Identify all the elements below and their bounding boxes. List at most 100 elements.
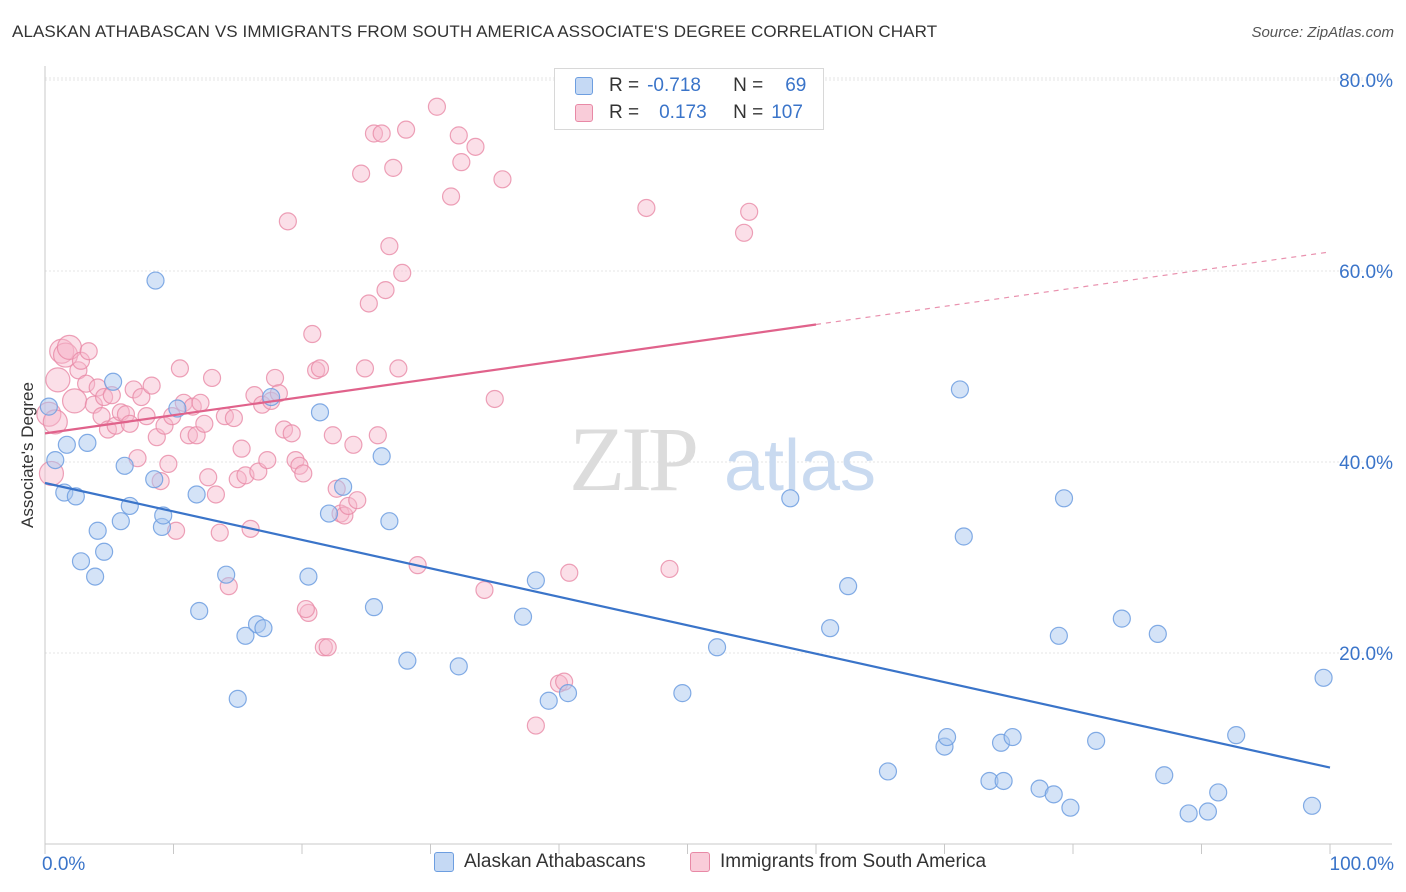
data-point-pink	[77, 374, 96, 393]
source-label: Source: ZipAtlas.com	[1251, 24, 1394, 41]
data-point-pink	[49, 338, 75, 364]
data-point-blue	[217, 565, 236, 584]
data-point-blue	[95, 542, 114, 561]
data-point-blue	[781, 489, 800, 508]
data-point-pink	[318, 638, 337, 657]
legend-row-blue: R = -0.718 N = 69	[575, 74, 806, 98]
data-point-blue	[364, 598, 384, 617]
data-point-pink	[120, 414, 139, 433]
data-point-pink	[206, 485, 226, 504]
data-point-pink	[202, 368, 222, 388]
legend-swatch-blue	[434, 852, 454, 872]
data-point-pink	[106, 416, 125, 435]
data-point-blue	[1198, 802, 1218, 821]
tick-labels: 20.0% 40.0% 60.0% 80.0% 0.0% 100.0%	[42, 71, 1394, 875]
data-point-pink	[734, 223, 754, 242]
legend-series-name: Immigrants from South America	[720, 851, 987, 872]
watermark-atlas: atlas	[724, 426, 876, 506]
data-point-blue	[236, 626, 255, 645]
data-point-blue	[1148, 624, 1167, 644]
data-point-blue	[994, 771, 1013, 791]
legend-r-label: R =	[609, 75, 640, 96]
y-tick-label: 40.0%	[1339, 453, 1393, 474]
data-point-pink	[61, 388, 88, 414]
y-tick-label: 80.0%	[1339, 71, 1393, 92]
data-point-blue	[228, 689, 247, 708]
data-point-blue	[937, 727, 957, 747]
data-point-pink	[310, 359, 330, 378]
data-point-pink	[376, 281, 395, 300]
data-point-blue	[334, 477, 353, 496]
data-point-blue	[1209, 783, 1228, 802]
data-point-pink	[364, 124, 384, 143]
legend-r-label: R =	[609, 102, 640, 123]
data-point-pink	[475, 580, 494, 600]
legend-row-pink: R = 0.173 N = 107	[575, 101, 803, 125]
data-point-pink	[449, 126, 468, 145]
data-point-blue	[86, 567, 105, 586]
data-point-pink	[396, 120, 416, 139]
data-point-pink	[137, 407, 156, 426]
data-point-pink	[452, 153, 471, 172]
correlation-legend: R = -0.718 N = 69 R = 0.173 N = 107	[554, 68, 824, 130]
data-point-blue	[115, 456, 134, 475]
y-tick-label: 20.0%	[1339, 644, 1393, 665]
data-point-pink	[493, 170, 512, 189]
data-point-pink	[427, 97, 447, 116]
data-point-pink	[296, 599, 315, 619]
data-point-pink	[210, 523, 229, 542]
data-point-blue	[1061, 798, 1080, 817]
data-point-pink	[355, 359, 375, 378]
data-point-blue	[146, 271, 165, 290]
watermark: ZIP atlas	[569, 408, 876, 510]
trend-line-blue	[44, 481, 1331, 769]
data-point-blue	[57, 435, 76, 454]
x-tick-label: 100.0%	[1330, 854, 1395, 875]
data-point-pink	[265, 368, 285, 388]
data-point-blue	[78, 433, 97, 452]
data-point-blue	[1054, 489, 1074, 508]
data-point-blue	[878, 762, 898, 781]
data-point-pink	[314, 638, 333, 657]
data-point-blue	[88, 521, 107, 540]
data-point-blue	[839, 577, 858, 596]
legend-swatch-pink	[690, 852, 710, 872]
data-point-pink	[71, 351, 91, 370]
data-point-pink	[660, 559, 679, 579]
data-point-blue	[310, 403, 330, 422]
data-point-blue	[372, 447, 391, 466]
data-point-blue	[673, 684, 692, 703]
data-point-pink	[466, 137, 485, 156]
chart-title: ALASKAN ATHABASCAN VS IMMIGRANTS FROM SO…	[12, 22, 938, 41]
data-point-pink	[52, 342, 79, 368]
data-point-pink	[45, 367, 71, 393]
watermark-zip: ZIP	[569, 408, 696, 510]
data-point-blue	[526, 571, 545, 590]
data-point-blue	[1003, 727, 1022, 747]
data-point-blue	[1314, 668, 1333, 687]
data-point-pink	[380, 237, 399, 256]
data-point-pink	[258, 450, 277, 470]
data-point-blue	[707, 638, 727, 657]
legend-swatch-pink	[575, 104, 593, 122]
x-tick-label: 0.0%	[42, 854, 85, 875]
data-point-pink	[232, 439, 251, 458]
data-point-pink	[485, 389, 504, 409]
data-point-pink	[179, 426, 199, 445]
data-point-blue	[1179, 804, 1198, 823]
data-point-pink	[359, 294, 378, 313]
data-point-pink	[79, 342, 98, 361]
data-point-pink	[159, 454, 178, 474]
data-point-blue	[1302, 796, 1322, 815]
data-point-blue	[145, 470, 164, 489]
trend-lines	[44, 251, 1331, 769]
data-point-blue	[1227, 726, 1246, 745]
trend-line-pink	[44, 323, 817, 435]
legend-n-value: 69	[785, 75, 807, 96]
data-point-pink	[348, 491, 367, 510]
legend-item-immigrants-south-america: Immigrants from South America	[690, 851, 986, 873]
data-point-blue	[539, 691, 558, 710]
data-point-pink	[339, 496, 358, 516]
data-point-blue	[1112, 609, 1131, 628]
data-point-blue	[299, 567, 318, 586]
